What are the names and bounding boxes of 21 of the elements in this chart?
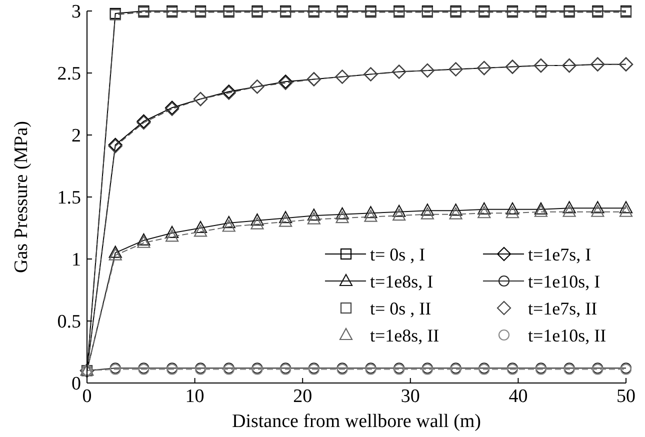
y-tick-label: 3 [72,2,81,23]
legend-label: t=1e10s, II [528,325,606,346]
legend-label: t= 0s , II [370,298,432,318]
y-tick-label: 1.5 [57,188,81,209]
x-tick-label: 10 [185,386,204,407]
x-tick-label: 40 [508,386,528,407]
y-tick-label: 0.5 [57,312,81,333]
legend-label: t=1e10s, I [528,271,600,292]
x-tick-label: 50 [616,386,636,407]
legend-label: t=1e8s, II [370,325,440,346]
legend-label: t= 0s , I [370,244,426,264]
x-axis-title: Distance from wellbore wall (m) [232,411,482,432]
y-tick-label: 1 [72,250,81,271]
legend-label: t=1e7s, II [528,298,598,318]
y-tick-label: 2.5 [57,64,81,85]
legend-label: t=1e8s, I [370,271,434,292]
y-axis-title: Gas Pressure (MPa) [11,121,32,273]
legend-label: t=1e7s, I [528,244,592,264]
x-tick-label: 30 [400,386,420,407]
y-tick-label: 2 [72,126,81,147]
x-tick-label: 20 [293,386,312,407]
